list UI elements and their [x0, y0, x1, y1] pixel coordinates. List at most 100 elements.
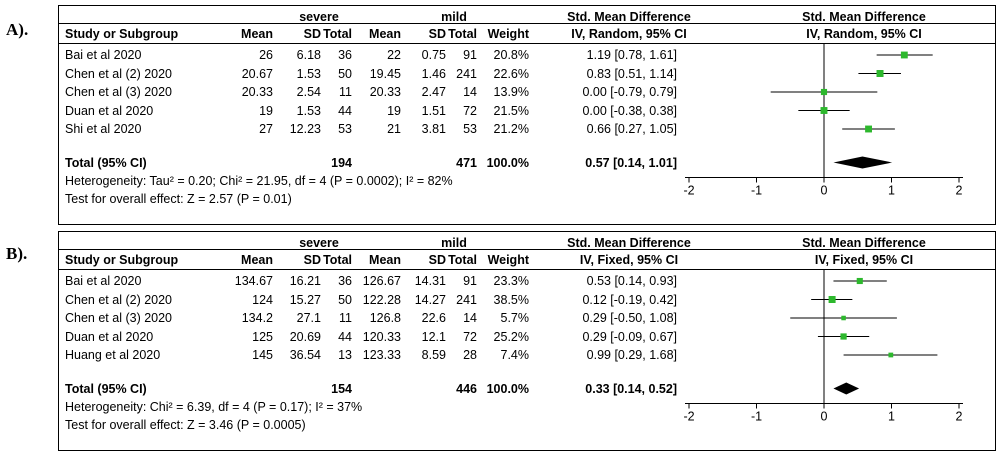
- study-sd2-value: 12.1: [421, 329, 446, 344]
- sd1-column-header: SD: [303, 27, 321, 41]
- study-name: Duan et al 2020: [65, 103, 154, 118]
- study-sd2-value: 0.75: [421, 48, 446, 62]
- total-weight-value: 100.0%: [486, 155, 529, 170]
- forest-plot-panel: -2 -1 0 1 2 severe mild Std. Mean Difference Std…: [58, 231, 996, 451]
- study-m2-value: 21: [387, 122, 401, 136]
- study-ci-value: 0.12 [-0.19, 0.42]: [582, 292, 677, 307]
- group1-header: severe: [299, 236, 339, 250]
- study-m2-value: 123.33: [362, 348, 401, 362]
- study-sd1-value: 1.53: [296, 66, 321, 81]
- mean1-column-header: Mean: [241, 253, 273, 267]
- study-n2-value: 53: [463, 122, 477, 136]
- total1-column-header: Total: [323, 27, 352, 41]
- mean1-column-header: Mean: [241, 27, 273, 41]
- total-ci-value: 0.33 [0.14, 0.52]: [585, 381, 677, 396]
- study-n1-value: 36: [338, 48, 352, 62]
- study-ci-value: 0.53 [0.14, 0.93]: [586, 274, 677, 288]
- effect-square: [820, 107, 828, 114]
- study-sd1-value: 1.53: [296, 103, 321, 118]
- mean2-column-header: Mean: [369, 253, 401, 267]
- method-column-header: IV, Random, 95% CI: [571, 27, 687, 41]
- sd2-column-header: SD: [428, 27, 446, 41]
- study-sd1-value: 2.54: [296, 85, 321, 99]
- method-column-header: IV, Fixed, 95% CI: [579, 253, 679, 267]
- study-sd2-value: 2.47: [421, 85, 446, 99]
- study-ci-value: 0.29 [-0.09, 0.67]: [582, 329, 677, 344]
- study-weight-value: 23.3%: [493, 274, 529, 288]
- smd-plot-header: Std. Mean Difference: [802, 236, 926, 250]
- study-ci-value: 0.00 [-0.38, 0.38]: [582, 103, 677, 118]
- total1-column-header: Total: [323, 253, 352, 267]
- study-weight-value: 5.7%: [500, 311, 530, 325]
- study-weight-value: 7.4%: [500, 348, 530, 362]
- study-name: Chen et al (3) 2020: [65, 85, 173, 99]
- study-n2-value: 14: [463, 311, 477, 325]
- study-weight-value: 13.9%: [493, 85, 529, 99]
- study-n1-value: 13: [338, 348, 352, 362]
- study-name: Chen et al (3) 2020: [65, 311, 173, 325]
- x-tick-label: -2: [683, 410, 694, 424]
- study-sd1-value: 27.1: [296, 311, 321, 325]
- overall-effect-text: Test for overall effect: Z = 2.57 (P = 0…: [65, 191, 292, 206]
- study-m2-value: 22: [387, 48, 401, 62]
- study-sd2-value: 3.81: [421, 122, 446, 136]
- weight-column-header: Weight: [487, 253, 529, 267]
- heterogeneity-text: Heterogeneity: Chi² = 6.39, df = 4 (P = …: [65, 399, 363, 414]
- total-label: Total (95% CI): [65, 381, 147, 396]
- total2-column-header: Total: [448, 27, 477, 41]
- study-weight-value: 38.5%: [493, 292, 529, 307]
- study-m1-value: 134.67: [234, 274, 273, 288]
- panel-label: A).: [6, 20, 29, 39]
- effect-square: [865, 125, 872, 133]
- effect-square: [820, 88, 828, 96]
- study-n2-value: 28: [463, 348, 477, 362]
- study-n1-value: 36: [338, 274, 352, 288]
- study-weight-value: 20.8%: [493, 48, 529, 62]
- pooled-diamond: [833, 156, 893, 169]
- total-weight-value: 100.0%: [486, 381, 529, 396]
- study-name: Duan et al 2020: [65, 329, 154, 344]
- study-m2-value: 126.8: [369, 311, 401, 325]
- study-ci-value: 0.00 [-0.79, 0.79]: [582, 85, 677, 99]
- total-n1-value: 194: [331, 155, 352, 170]
- x-tick-label: -2: [683, 184, 694, 198]
- effect-square: [856, 277, 863, 285]
- x-tick-label: 0: [821, 410, 828, 424]
- total-ci-value: 0.57 [0.14, 1.01]: [585, 155, 677, 170]
- study-ci-value: 0.66 [0.27, 1.05]: [586, 122, 677, 136]
- study-sd1-value: 20.69: [289, 329, 321, 344]
- pooled-diamond: [833, 382, 860, 395]
- study-sd2-value: 1.51: [421, 103, 446, 118]
- study-sd1-value: 15.27: [289, 292, 321, 307]
- study-name: Chen et al (2) 2020: [65, 66, 173, 81]
- study-sd2-value: 14.27: [414, 292, 446, 307]
- smd-plot-header: Std. Mean Difference: [802, 10, 926, 24]
- study-m1-value: 19: [259, 103, 273, 118]
- study-column-header: Study or Subgroup: [65, 27, 179, 41]
- study-ci-value: 0.83 [0.51, 1.14]: [586, 66, 677, 81]
- study-name: Shi et al 2020: [65, 122, 142, 136]
- x-tick-label: 2: [956, 410, 963, 424]
- study-ci-value: 0.99 [0.29, 1.68]: [586, 348, 677, 362]
- sd1-column-header: SD: [303, 253, 321, 267]
- study-m1-value: 26: [259, 48, 273, 62]
- study-n2-value: 241: [456, 66, 477, 81]
- smd-header: Std. Mean Difference: [567, 236, 691, 250]
- study-n1-value: 44: [338, 329, 352, 344]
- study-n2-value: 14: [463, 85, 477, 99]
- group2-header: mild: [441, 10, 467, 24]
- x-tick-label: 0: [821, 184, 828, 198]
- study-n2-value: 91: [463, 48, 477, 62]
- total-n2-value: 471: [456, 155, 477, 170]
- study-name: Chen et al (2) 2020: [65, 292, 173, 307]
- study-m2-value: 20.33: [369, 85, 401, 99]
- study-m2-value: 122.28: [362, 292, 401, 307]
- x-tick-label: -1: [751, 410, 762, 424]
- study-n2-value: 72: [463, 103, 477, 118]
- effect-square: [888, 352, 894, 358]
- effect-square: [828, 296, 836, 303]
- study-n1-value: 50: [338, 66, 352, 81]
- total-n1-value: 154: [331, 381, 352, 396]
- effect-square: [900, 51, 908, 59]
- method-plot-header: IV, Fixed, 95% CI: [814, 253, 914, 267]
